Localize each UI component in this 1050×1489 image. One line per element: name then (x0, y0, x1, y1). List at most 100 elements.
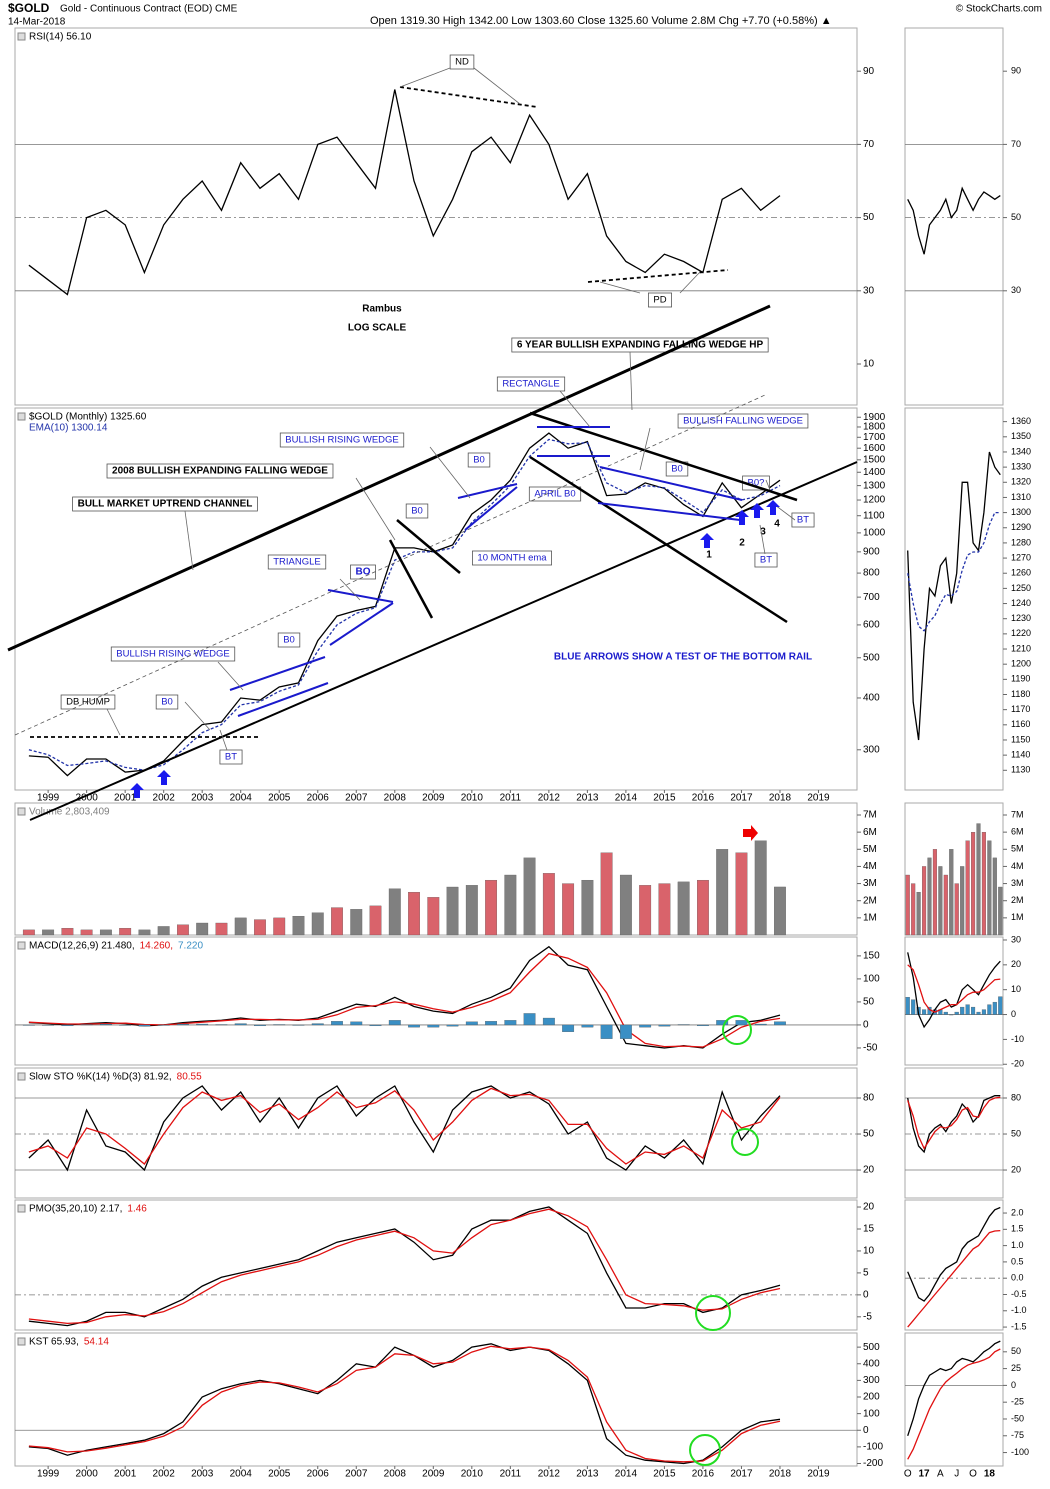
inset-y-tick-label: 1310 (1011, 492, 1031, 502)
bar (331, 1021, 343, 1026)
bar (774, 1021, 786, 1026)
bar (754, 840, 767, 936)
x-tick-label: 2011 (500, 1469, 522, 1480)
wedge-line (388, 539, 434, 619)
x-tick-label: 2011 (500, 793, 522, 804)
y-tick-label: 1700 (863, 432, 886, 443)
x-tick-label: 2000 (76, 1469, 99, 1480)
y-tick-label: 0 (863, 1425, 869, 1436)
pattern-line (464, 486, 518, 531)
bar (408, 1024, 420, 1028)
x-tick-label: 2013 (576, 1469, 599, 1480)
bar (273, 1024, 286, 1026)
callout-leader (106, 708, 121, 736)
x-tick-label: 2001 (114, 1469, 137, 1480)
y-tick-label: 100 (863, 974, 880, 985)
annotation: BULLISH RISING WEDGE (116, 649, 230, 660)
y-tick-label: 20 (863, 1202, 875, 1213)
annotation-box (72, 496, 258, 512)
callout-leader (629, 351, 633, 411)
bar (61, 1024, 74, 1027)
annotation: 2008 BULLISH EXPANDING FALLING WEDGE (112, 466, 328, 477)
series-line (28, 1085, 781, 1172)
y-tick-label: 10 (863, 1246, 875, 1257)
legend-entry: 80.55 (177, 1072, 202, 1083)
bar (427, 1024, 440, 1028)
x-tick-label: 2010 (461, 1469, 484, 1480)
inset-y-tick-label: -75 (1011, 1430, 1024, 1440)
bar (215, 922, 228, 936)
y-tick-label: 1200 (863, 495, 886, 506)
bar (157, 1024, 170, 1026)
inset-y-tick-label: 1240 (1011, 598, 1031, 608)
bar (911, 883, 916, 936)
y-tick-label: 80 (863, 1093, 875, 1104)
y-tick-label: 700 (863, 592, 880, 603)
x-tick-label: 2010 (461, 793, 484, 804)
inset-y-tick-label: 1290 (1011, 522, 1031, 532)
annotation: BT (225, 752, 237, 763)
legend-entry: KST 65.93, (29, 1337, 79, 1348)
inset-y-tick-label: -50 (1011, 1413, 1024, 1423)
highlight-circle (722, 1015, 752, 1045)
bar (600, 1024, 613, 1039)
inset-frame (904, 1332, 1004, 1467)
inset-y-tick-label: 1320 (1011, 477, 1031, 487)
bar (905, 874, 910, 936)
x-tick-label: 2003 (191, 793, 214, 804)
bar (119, 1024, 132, 1026)
inset-y-tick-label: 1M (1011, 912, 1024, 922)
wedge-line (396, 519, 461, 574)
inset-y-tick-label: -20 (1011, 1059, 1024, 1069)
bar (311, 912, 324, 936)
series-line (907, 1348, 1001, 1460)
blue-arrow (700, 533, 714, 548)
inset-y-tick-label: 25 (1011, 1363, 1021, 1373)
inset-x-tick-label: O (969, 1469, 977, 1480)
bar (292, 1024, 305, 1026)
panel-frame (14, 1067, 858, 1199)
inset-y-tick-label: 10 (1011, 984, 1021, 994)
bar (949, 849, 954, 936)
inset-y-tick-label: 4M (1011, 861, 1024, 871)
annotation: BLUE ARROWS SHOW A TEST OF THE BOTTOM RA… (554, 652, 812, 663)
inset-y-tick-label: 1280 (1011, 537, 1031, 547)
x-tick-label: 2012 (538, 793, 561, 804)
x-tick-label: 2015 (653, 793, 676, 804)
highlight-circle (731, 1128, 759, 1156)
callout-leader (217, 661, 244, 691)
inset-y-tick-label: 1.5 (1011, 1224, 1024, 1234)
y-tick-label: 2M (863, 895, 877, 906)
bar (916, 891, 921, 936)
x-tick-label: 2016 (692, 1469, 715, 1480)
bar (485, 1021, 498, 1026)
series-line (907, 1094, 1001, 1154)
bar (61, 927, 74, 936)
y-tick-label: 0 (863, 1020, 869, 1031)
credit: © StockCharts.com (956, 4, 1042, 15)
series-line (28, 1087, 781, 1165)
inset-y-tick-label: 70 (1011, 139, 1021, 149)
x-tick-label: 2019 (807, 1469, 830, 1480)
series-line (28, 1208, 781, 1325)
bar (619, 874, 632, 936)
annotation: BT (797, 515, 809, 526)
inset-y-tick-label: 0 (1011, 1380, 1016, 1390)
legend-entry: $GOLD (Monthly) 1325.60 (29, 412, 147, 423)
y-tick-label: 1300 (863, 480, 886, 491)
bar (697, 1024, 709, 1027)
y-tick-label: 0 (863, 1290, 869, 1301)
bar (119, 927, 132, 936)
callout-leader (184, 510, 194, 571)
bar (542, 1017, 555, 1026)
pattern-line (597, 502, 741, 521)
bar (932, 849, 937, 936)
bar (99, 929, 112, 936)
legend-entry: 54.14 (84, 1337, 109, 1348)
y-tick-label: 1600 (863, 443, 886, 454)
bar (138, 1024, 151, 1027)
annotation: 2 (739, 538, 745, 549)
series-line (907, 1340, 1001, 1437)
